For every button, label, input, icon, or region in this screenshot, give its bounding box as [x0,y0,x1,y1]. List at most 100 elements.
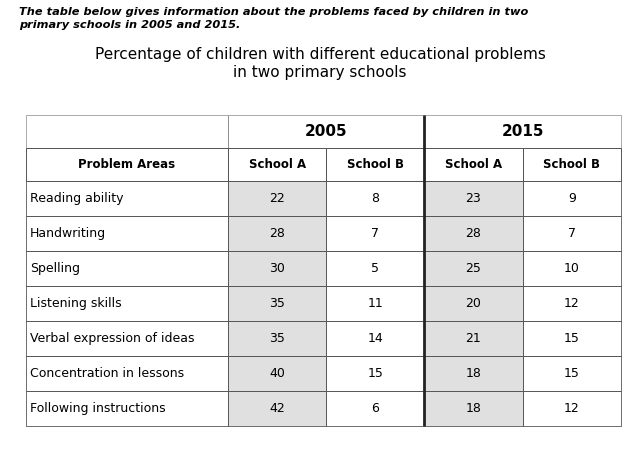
Bar [424,115,621,148]
Text: Listening skills: Listening skills [30,297,122,310]
Text: Concentration in lessons: Concentration in lessons [30,367,184,380]
Text: 7: 7 [568,227,576,240]
Bar [228,321,326,356]
Bar [26,148,228,181]
Text: 9: 9 [568,192,575,205]
Text: 15: 15 [564,367,580,380]
Bar [26,321,228,356]
Text: 22: 22 [269,192,285,205]
Text: School B: School B [543,158,600,171]
Bar [326,181,424,216]
Bar [26,115,228,148]
Text: 15: 15 [367,367,383,380]
Bar [424,216,523,251]
Text: Reading ability: Reading ability [30,192,124,205]
Bar [424,148,523,181]
Text: 23: 23 [466,192,481,205]
Text: primary schools in 2005 and 2015.: primary schools in 2005 and 2015. [19,20,241,30]
Bar [228,181,326,216]
Text: 40: 40 [269,367,285,380]
Bar [228,216,326,251]
Bar [424,391,523,426]
Bar [228,216,326,251]
Text: 11: 11 [367,297,383,310]
Bar [26,216,228,251]
Text: 12: 12 [564,297,580,310]
Bar [228,115,424,148]
Bar [424,286,523,321]
Text: 10: 10 [564,262,580,275]
Bar [228,391,326,426]
Bar [424,356,523,391]
Text: Following instructions: Following instructions [30,402,166,415]
Bar [424,391,523,426]
Text: Verbal expression of ideas: Verbal expression of ideas [30,332,195,345]
Text: in two primary schools: in two primary schools [233,65,407,80]
Text: 7: 7 [371,227,380,240]
Bar [326,251,424,286]
Text: 18: 18 [465,402,481,415]
Text: 28: 28 [269,227,285,240]
Bar [523,286,621,321]
Bar [424,321,523,356]
Bar [424,356,523,391]
Text: Spelling: Spelling [30,262,80,275]
Text: 12: 12 [564,402,580,415]
Bar [424,321,523,356]
Bar [26,286,228,321]
Text: Percentage of children with different educational problems: Percentage of children with different ed… [95,47,545,62]
Bar [228,286,326,321]
Bar [326,391,424,426]
Bar [424,251,523,286]
Bar [326,216,424,251]
Text: 6: 6 [371,402,380,415]
Text: 18: 18 [465,367,481,380]
Text: Problem Areas: Problem Areas [78,158,175,171]
Bar [523,216,621,251]
Bar [523,181,621,216]
Text: 20: 20 [465,297,481,310]
Bar [424,286,523,321]
Bar [523,391,621,426]
Text: 8: 8 [371,192,380,205]
Bar [228,356,326,391]
Bar [326,356,424,391]
Bar [326,286,424,321]
Bar [228,251,326,286]
Bar [228,286,326,321]
Bar [228,251,326,286]
Text: 28: 28 [465,227,481,240]
Text: 15: 15 [564,332,580,345]
Bar [523,321,621,356]
Text: 25: 25 [465,262,481,275]
Bar [326,321,424,356]
Text: Handwriting: Handwriting [30,227,106,240]
Bar [26,251,228,286]
Bar [228,356,326,391]
Text: 2015: 2015 [501,124,544,139]
Text: 2005: 2005 [305,124,348,139]
Text: 35: 35 [269,297,285,310]
Text: 42: 42 [269,402,285,415]
Bar [424,251,523,286]
Bar [523,356,621,391]
Bar [424,181,523,216]
Text: School A: School A [248,158,306,171]
Text: 30: 30 [269,262,285,275]
Text: 14: 14 [367,332,383,345]
Bar [228,181,326,216]
Text: School B: School B [347,158,404,171]
Bar [523,148,621,181]
Bar [26,181,228,216]
Bar [228,321,326,356]
Text: School A: School A [445,158,502,171]
Bar [326,148,424,181]
Bar [228,148,326,181]
Text: 5: 5 [371,262,380,275]
Bar [424,216,523,251]
Bar [26,356,228,391]
Bar [26,391,228,426]
Bar [228,391,326,426]
Text: The table below gives information about the problems faced by children in two: The table below gives information about … [19,7,529,17]
Bar [424,181,523,216]
